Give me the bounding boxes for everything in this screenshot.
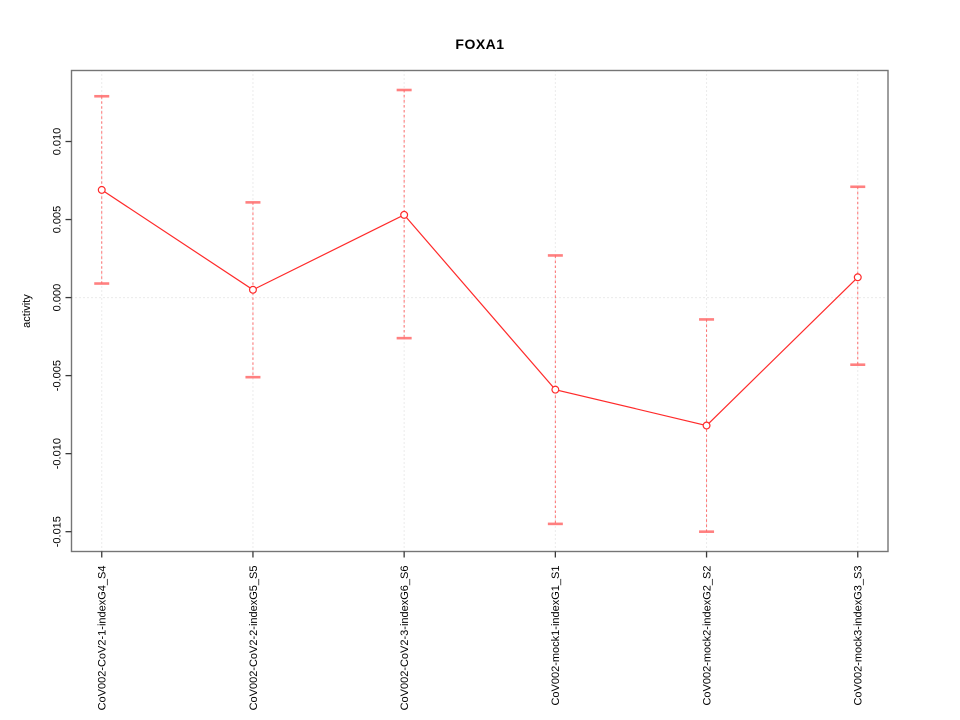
x-tick-label: CoV002-mock2-indexG2_S2 (701, 566, 713, 706)
x-tick-label: CoV002-CoV2-3-indexG6_S6 (399, 566, 411, 711)
data-point (248, 285, 257, 294)
chart-title: FOXA1 (455, 36, 505, 52)
y-tick-label: -0.010 (51, 438, 63, 469)
x-tick-label: CoV002-CoV2-1-indexG4_S4 (97, 566, 109, 711)
x-tick-label: CoV002-CoV2-2-indexG5_S5 (248, 566, 260, 711)
plot-border (70, 69, 889, 553)
y-tick-label: -0.015 (51, 516, 63, 547)
data-point (97, 185, 106, 194)
series-line (101, 189, 859, 427)
data-point (853, 273, 862, 282)
x-tick-label: CoV002-mock3-indexG3_S3 (853, 566, 865, 706)
data-point (702, 421, 711, 430)
data-point (551, 385, 560, 394)
data-point (400, 210, 409, 219)
x-tick-label: CoV002-mock1-indexG1_S1 (550, 566, 562, 706)
y-tick-label: -0.005 (51, 360, 63, 391)
y-tick-label: 0.000 (51, 284, 63, 312)
y-tick-label: 0.010 (51, 128, 63, 156)
y-tick-label: 0.005 (51, 206, 63, 234)
